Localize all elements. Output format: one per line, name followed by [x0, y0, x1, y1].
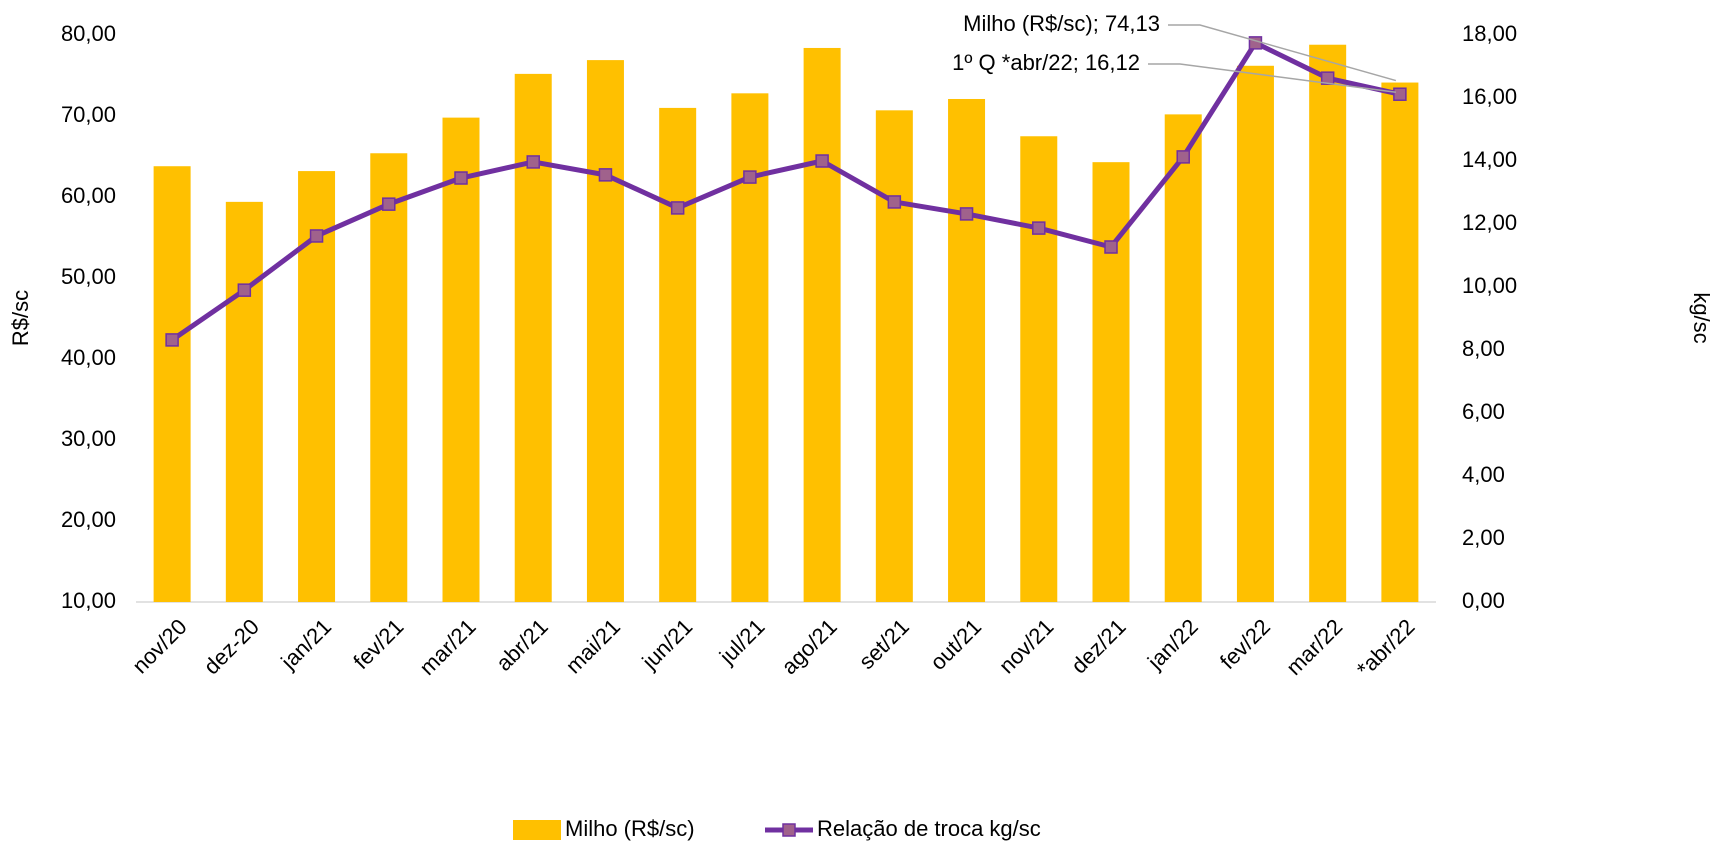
y2-tick-label: 16,00: [1462, 84, 1517, 109]
x-tick-label: dez/21: [1066, 614, 1130, 678]
bar: [1164, 114, 1202, 602]
line-marker: [743, 170, 757, 184]
y2-tick-label: 12,00: [1462, 210, 1517, 235]
bar: [442, 117, 480, 603]
x-tick-label: ago/21: [776, 614, 841, 679]
y2-tick-label: 6,00: [1462, 399, 1505, 424]
line-marker: [237, 283, 252, 297]
y2-tick-label: 10,00: [1462, 273, 1517, 298]
line-marker: [670, 201, 685, 215]
bar: [586, 60, 624, 603]
legend-swatch: [782, 823, 796, 837]
x-tick-label: fev/22: [1215, 614, 1275, 674]
x-tick-label: dez-20: [199, 614, 264, 679]
annotation: 1º Q *abr/22; 16,12: [952, 50, 1140, 75]
line-marker: [887, 195, 902, 209]
annotation: Milho (R$/sc); 74,13: [963, 11, 1160, 36]
line-marker: [165, 333, 179, 347]
x-tick-label: jan/22: [1142, 614, 1203, 675]
bar: [659, 107, 697, 603]
x-tick-label: mar/21: [415, 614, 481, 680]
bar: [1020, 136, 1058, 602]
y2-tick-label: 8,00: [1462, 336, 1505, 361]
line-marker: [1320, 71, 1335, 85]
line-marker: [526, 155, 540, 169]
line-marker: [454, 171, 468, 185]
x-tick-label: jun/21: [637, 614, 698, 675]
line-marker: [1176, 150, 1190, 164]
bar: [153, 166, 191, 602]
y2-tick-label: 2,00: [1462, 525, 1505, 550]
y-tick-label: 70,00: [61, 102, 116, 127]
legend-label: Milho (R$/sc): [565, 816, 695, 841]
bar: [370, 153, 408, 602]
bar: [1381, 82, 1419, 602]
x-tick-label: set/21: [854, 614, 914, 674]
x-tick-label: mai/21: [561, 614, 625, 678]
line-marker: [382, 197, 396, 211]
line-marker: [959, 207, 974, 221]
x-tick-label: jan/21: [275, 614, 336, 675]
x-tick-label: out/21: [925, 614, 986, 675]
x-tick-label: abr/21: [491, 614, 553, 676]
bar: [875, 110, 913, 602]
bar: [803, 47, 841, 602]
y2-tick-label: 0,00: [1462, 588, 1505, 613]
y-axis-title: R$/sc: [8, 290, 33, 346]
x-tick-label: jul/21: [714, 614, 770, 670]
bar: [514, 73, 552, 602]
y-tick-label: 50,00: [61, 264, 116, 289]
x-tick-label: mar/22: [1281, 614, 1347, 680]
leader-line: [1148, 63, 1396, 93]
line-marker: [1104, 240, 1118, 254]
legend-label: Relação de troca kg/sc: [817, 816, 1041, 841]
line-marker: [1032, 221, 1046, 235]
line-marker: [1393, 87, 1407, 101]
x-tick-label: fev/21: [348, 614, 408, 674]
bar: [225, 201, 263, 603]
y2-tick-label: 14,00: [1462, 147, 1517, 172]
legend-swatch: [513, 820, 561, 840]
x-tick-label: *abr/22: [1352, 614, 1420, 682]
y-tick-label: 20,00: [61, 507, 116, 532]
bar: [1236, 65, 1274, 602]
leader-line: [1168, 24, 1397, 82]
y2-axis-title: kg/sc: [1689, 292, 1714, 343]
y2-tick-label: 18,00: [1462, 21, 1517, 46]
line-marker: [309, 229, 324, 243]
line-series: [170, 40, 1401, 342]
y-tick-label: 80,00: [61, 21, 116, 46]
line-marker: [1248, 36, 1263, 50]
y-tick-label: 60,00: [61, 183, 116, 208]
y-tick-label: 10,00: [61, 588, 116, 613]
y-tick-label: 30,00: [61, 426, 116, 451]
line-marker: [815, 154, 829, 168]
bar: [948, 98, 986, 603]
x-tick-label: nov/21: [994, 614, 1058, 678]
y-tick-label: 40,00: [61, 345, 116, 370]
bar: [1309, 44, 1347, 603]
line-marker: [598, 168, 613, 182]
y2-tick-label: 4,00: [1462, 462, 1505, 487]
x-tick-label: nov/20: [127, 614, 191, 678]
bar: [731, 93, 769, 602]
